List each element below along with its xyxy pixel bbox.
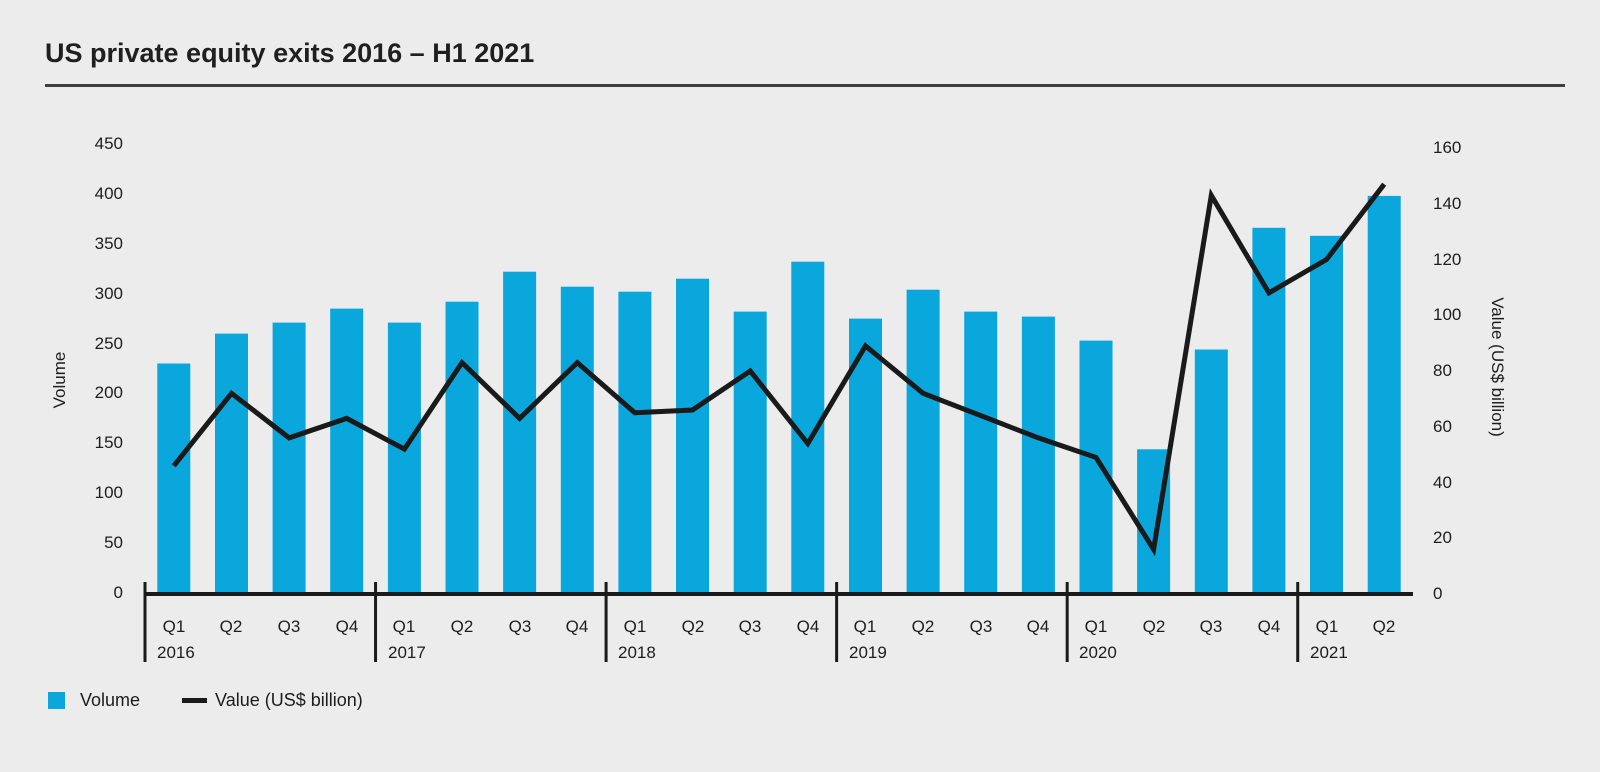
left-axis-tick-label: 0 <box>113 583 123 602</box>
right-axis-tick-label: 100 <box>1433 305 1462 324</box>
volume-bar <box>906 289 940 596</box>
volume-bar <box>964 311 998 596</box>
quarter-label: Q1 <box>1315 617 1339 636</box>
quarter-label: Q1 <box>623 617 647 636</box>
volume-bar <box>215 333 248 596</box>
left-axis-tick-label: 450 <box>94 134 123 153</box>
year-label: 2020 <box>1079 643 1117 662</box>
quarter-label: Q4 <box>335 617 359 636</box>
legend-value-label: Value (US$ billion) <box>215 690 363 710</box>
legend-volume-label: Volume <box>80 690 141 710</box>
volume-bar <box>1021 316 1055 596</box>
quarter-label: Q3 <box>277 617 301 636</box>
quarter-label: Q3 <box>508 617 532 636</box>
quarter-label: Q1 <box>1084 617 1108 636</box>
quarter-label: Q3 <box>1199 617 1223 636</box>
volume-bar <box>387 322 421 596</box>
volume-bar <box>445 301 479 596</box>
quarter-label: Q1 <box>162 617 186 636</box>
quarter-label: Q2 <box>1372 617 1396 636</box>
quarter-label: Q2 <box>1142 617 1166 636</box>
volume-bar <box>503 271 537 596</box>
quarter-label: Q2 <box>450 617 474 636</box>
title-rule <box>45 84 1565 87</box>
quarter-label: Q4 <box>565 617 589 636</box>
left-axis-tick-label: 400 <box>94 184 123 203</box>
left-axis-tick-label: 100 <box>94 483 123 502</box>
right-axis-tick-label: 60 <box>1433 417 1452 436</box>
volume-bar <box>1310 235 1343 597</box>
quarter-label: Q2 <box>219 617 243 636</box>
year-label: 2016 <box>157 643 195 662</box>
right-axis-tick-label: 0 <box>1433 584 1443 603</box>
quarter-label: Q1 <box>392 617 416 636</box>
legend-volume-swatch <box>48 692 65 709</box>
quarter-label: Q2 <box>681 617 705 636</box>
left-axis-tick-label: 350 <box>94 234 123 253</box>
left-axis-tick-label: 300 <box>94 284 123 303</box>
quarter-label: Q3 <box>969 617 993 636</box>
volume-bar <box>1079 340 1113 596</box>
left-axis-tick-label: 200 <box>94 383 123 402</box>
value-line <box>171 182 1387 557</box>
quarter-label: Q2 <box>911 617 935 636</box>
volume-bar <box>1252 227 1286 597</box>
volume-bar <box>618 291 652 596</box>
chart-title: US private equity exits 2016 – H1 2021 <box>45 38 535 68</box>
left-axis-tick-label: 150 <box>94 433 123 452</box>
legend: Volume Value (US$ billion) <box>48 690 363 711</box>
right-axis-tick-label: 40 <box>1433 473 1452 492</box>
left-axis-tick-label: 250 <box>94 334 123 353</box>
volume-bar <box>330 308 364 596</box>
volume-bar <box>1194 349 1228 596</box>
quarter-label: Q1 <box>853 617 877 636</box>
volume-bar <box>849 318 882 596</box>
right-axis-tick-label: 20 <box>1433 528 1452 547</box>
volume-bar <box>560 286 594 596</box>
right-axis-tick-label: 140 <box>1433 194 1462 213</box>
legend-value-line-icon <box>182 698 208 703</box>
right-axis-tick-label: 160 <box>1433 138 1462 157</box>
year-label: 2018 <box>618 643 656 662</box>
year-label: 2019 <box>849 643 887 662</box>
volume-bar <box>272 322 306 596</box>
volume-bar <box>157 363 191 596</box>
volume-bar <box>733 311 767 596</box>
right-axis-tick-label: 80 <box>1433 361 1452 380</box>
volume-bar <box>676 278 709 596</box>
left-axis-tick-label: 50 <box>104 533 123 552</box>
year-label: 2017 <box>388 643 426 662</box>
quarter-label: Q4 <box>796 617 820 636</box>
year-label: 2021 <box>1310 643 1348 662</box>
volume-bar <box>1367 195 1401 596</box>
right-axis-tick-label: 120 <box>1433 250 1462 269</box>
quarter-label: Q3 <box>738 617 762 636</box>
right-axis-title: Value (US$ billion) <box>1488 297 1507 437</box>
quarter-label: Q4 <box>1026 617 1050 636</box>
quarter-label: Q4 <box>1257 617 1281 636</box>
